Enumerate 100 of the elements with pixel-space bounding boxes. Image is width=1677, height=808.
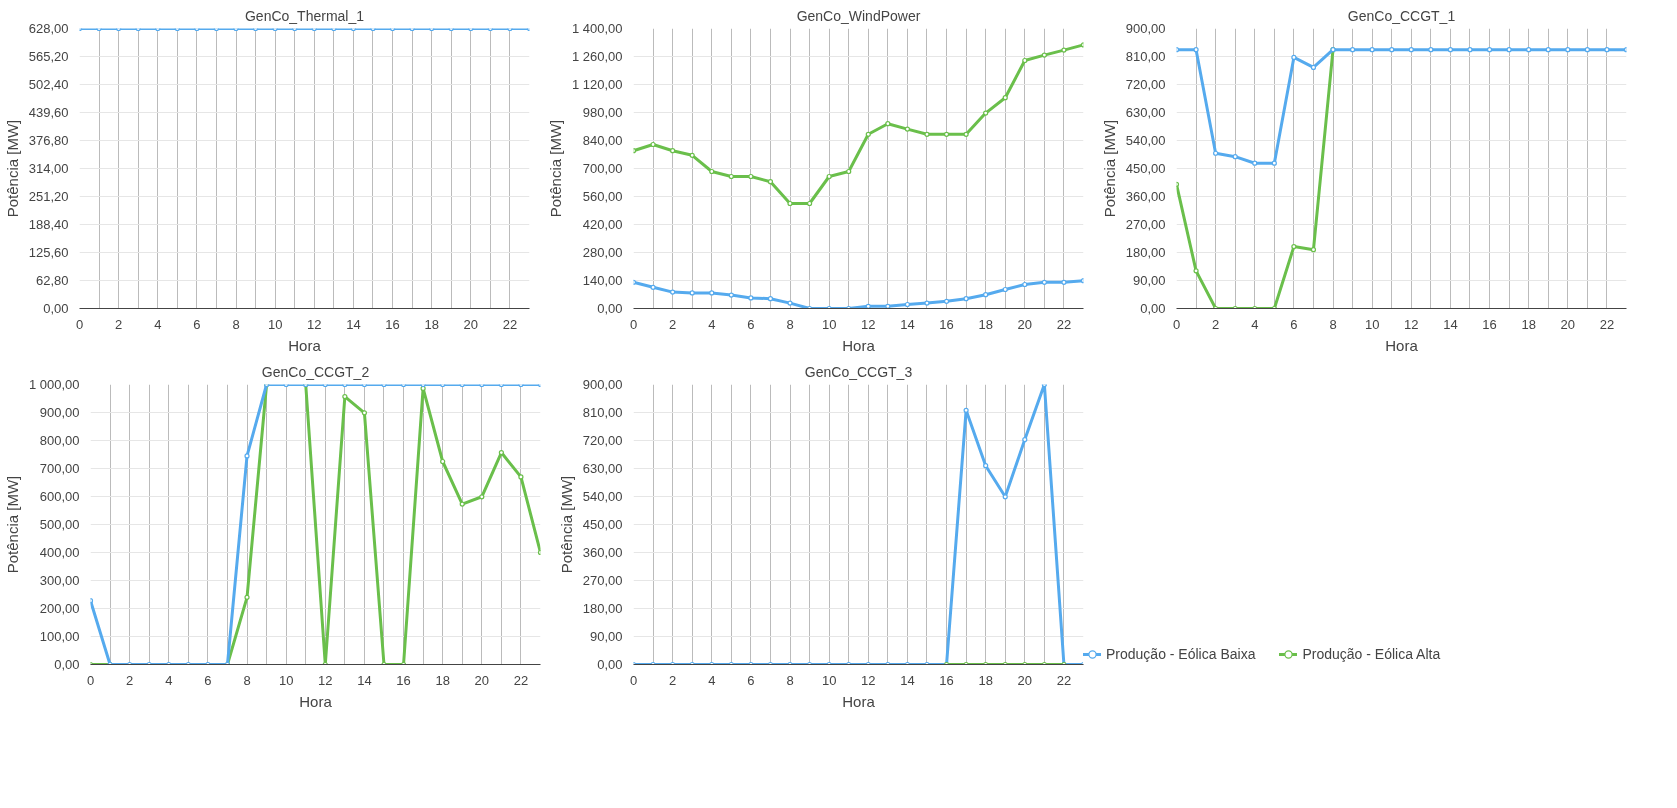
y-tick-label: 280,00 <box>582 245 623 260</box>
y-tick-label: 90,00 <box>589 629 623 644</box>
x-tick-label: 12 <box>1404 316 1419 332</box>
x-tick-label: 14 <box>1443 316 1458 332</box>
x-tick-label: 8 <box>1329 316 1337 332</box>
y-tick-label: 420,00 <box>582 217 623 232</box>
x-tick-label: 6 <box>1290 316 1298 332</box>
x-tick-label: 16 <box>1482 316 1497 332</box>
legend-label: Produção - Eólica Alta <box>1302 646 1441 662</box>
x-tick-label: 0 <box>629 316 638 332</box>
x-tick-label: 18 <box>424 316 439 332</box>
x-tick-label: 12 <box>318 672 333 688</box>
y-tick-label: 400,00 <box>39 545 80 560</box>
legend-label: Produção - Eólica Baixa <box>1106 646 1256 662</box>
x-tick-label: 6 <box>204 672 212 688</box>
x-tick-label: 16 <box>385 316 400 332</box>
y-tick-label: 980,00 <box>582 105 623 120</box>
chart-title: GenCo_CCGT_2 <box>261 363 370 380</box>
x-tick-label: 6 <box>747 316 755 332</box>
x-tick-label: 14 <box>346 316 361 332</box>
y-axis-title: Potência [MW] <box>1100 119 1118 218</box>
y-tick-label: 502,40 <box>28 77 69 92</box>
y-tick-label: 1 120,00 <box>571 77 623 92</box>
x-tick-label: 2 <box>669 672 677 688</box>
x-tick-label: 0 <box>86 672 95 688</box>
y-tick-label: 180,00 <box>582 601 623 616</box>
y-tick-label: 188,40 <box>28 217 69 232</box>
y-axis-title: Potência [MW] <box>3 119 21 218</box>
x-tick-label: 8 <box>232 316 240 332</box>
x-tick-label: 16 <box>939 672 954 688</box>
x-tick-label: 18 <box>978 672 993 688</box>
x-tick-label: 20 <box>474 672 490 688</box>
y-tick-label: 140,00 <box>582 273 623 288</box>
x-tick-label: 14 <box>900 672 915 688</box>
x-tick-label: 8 <box>243 672 251 688</box>
x-tick-label: 16 <box>939 316 954 332</box>
y-tick-label: 810,00 <box>582 405 623 420</box>
x-tick-label: 2 <box>669 316 677 332</box>
y-tick-label: 560,00 <box>582 189 623 204</box>
y-tick-label: 700,00 <box>39 461 80 476</box>
y-tick-label: 0,00 <box>597 657 623 672</box>
x-tick-label: 20 <box>1017 672 1033 688</box>
x-tick-label: 0 <box>1172 316 1181 332</box>
x-tick-label: 8 <box>786 672 794 688</box>
x-tick-label: 14 <box>900 316 915 332</box>
x-tick-label: 12 <box>307 316 322 332</box>
y-tick-label: 360,00 <box>1125 189 1166 204</box>
y-tick-label: 900,00 <box>39 405 80 420</box>
x-tick-label: 4 <box>1251 316 1259 332</box>
x-tick-label: 22 <box>1599 316 1615 332</box>
y-tick-label: 540,00 <box>1125 133 1166 148</box>
y-tick-label: 0,00 <box>54 657 80 672</box>
x-tick-label: 4 <box>708 316 716 332</box>
y-tick-label: 700,00 <box>582 161 623 176</box>
y-tick-label: 565,20 <box>28 49 69 64</box>
y-tick-label: 628,00 <box>28 21 69 36</box>
x-tick-label: 18 <box>978 316 993 332</box>
x-tick-label: 4 <box>708 672 716 688</box>
chart-title: GenCo_Thermal_1 <box>244 7 365 24</box>
x-tick-label: 10 <box>267 316 283 332</box>
x-axis-title: Hora <box>842 692 876 710</box>
y-tick-label: 200,00 <box>39 601 80 616</box>
x-tick-label: 20 <box>1017 316 1033 332</box>
x-tick-label: 18 <box>435 672 450 688</box>
y-tick-label: 1 400,00 <box>571 21 623 36</box>
y-tick-label: 376,80 <box>28 133 69 148</box>
x-tick-label: 0 <box>629 672 638 688</box>
y-tick-label: 251,20 <box>28 189 69 204</box>
x-tick-label: 4 <box>165 672 173 688</box>
y-tick-label: 630,00 <box>1125 105 1166 120</box>
y-tick-label: 810,00 <box>1125 49 1166 64</box>
y-tick-label: 62,80 <box>35 273 69 288</box>
x-tick-label: 2 <box>126 672 134 688</box>
x-axis-title: Hora <box>1385 336 1419 354</box>
x-axis-title: Hora <box>842 336 876 354</box>
y-tick-label: 800,00 <box>39 433 80 448</box>
y-tick-label: 439,60 <box>28 105 69 120</box>
y-tick-label: 1 000,00 <box>28 377 80 392</box>
chart-title: GenCo_CCGT_1 <box>1347 7 1456 24</box>
y-axis-title: Potência [MW] <box>546 119 564 218</box>
y-tick-label: 180,00 <box>1125 245 1166 260</box>
y-tick-label: 0,00 <box>43 301 69 316</box>
y-axis-title: Potência [MW] <box>3 475 21 574</box>
y-tick-label: 300,00 <box>39 573 80 588</box>
x-tick-label: 12 <box>861 316 876 332</box>
x-tick-label: 18 <box>1521 316 1536 332</box>
x-tick-label: 20 <box>1560 316 1576 332</box>
y-tick-label: 500,00 <box>39 517 80 532</box>
chart-title: GenCo_CCGT_3 <box>804 363 913 380</box>
y-tick-label: 450,00 <box>582 517 623 532</box>
x-tick-label: 10 <box>821 672 837 688</box>
y-tick-label: 1 260,00 <box>571 49 623 64</box>
x-tick-label: 0 <box>75 316 84 332</box>
x-tick-label: 22 <box>1056 672 1072 688</box>
y-tick-label: 0,00 <box>1140 301 1166 316</box>
x-tick-label: 22 <box>513 672 529 688</box>
y-tick-label: 90,00 <box>1132 273 1166 288</box>
x-tick-label: 10 <box>821 316 837 332</box>
x-tick-label: 6 <box>193 316 201 332</box>
y-tick-label: 100,00 <box>39 629 80 644</box>
